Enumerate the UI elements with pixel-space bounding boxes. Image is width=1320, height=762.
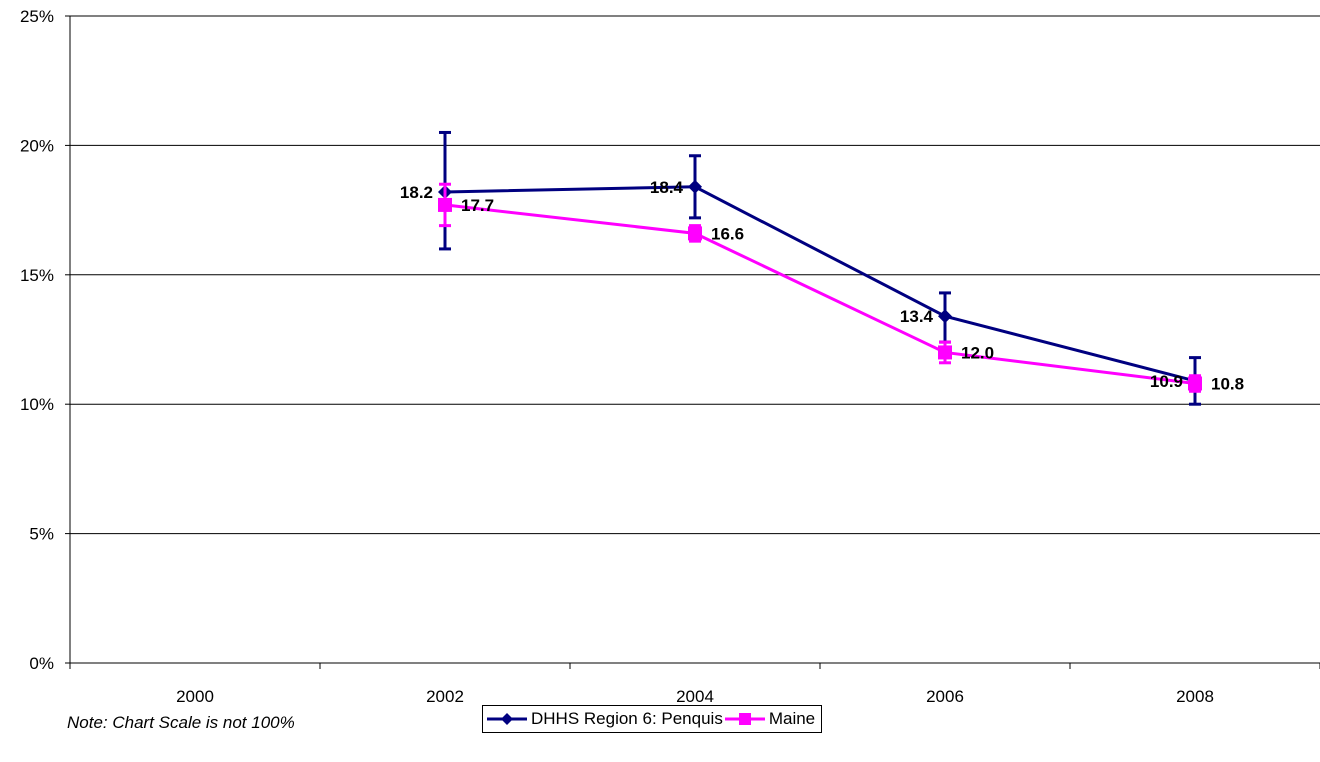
data-point	[688, 226, 702, 241]
y-tick-label: 5%	[29, 525, 54, 544]
y-tick-label: 0%	[29, 654, 54, 673]
data-point	[688, 179, 702, 194]
data-label: 17.7	[461, 196, 494, 215]
legend-label-penquis: DHHS Region 6: Penquis	[531, 709, 723, 728]
legend-swatch-maine	[724, 713, 765, 725]
x-tick-label: 2006	[926, 687, 964, 706]
x-axis-tick-labels: 2000 2002 2004 2006 2008	[176, 687, 1214, 706]
data-label: 18.4	[650, 178, 684, 197]
legend-label-maine: Maine	[768, 709, 816, 728]
data-label: 12.0	[961, 343, 994, 362]
legend-item-maine: Maine	[723, 709, 815, 729]
legend-item-penquis: DHHS Region 6: Penquis	[485, 709, 723, 729]
x-tick-label: 2008	[1176, 687, 1214, 706]
data-label: 18.2	[400, 183, 433, 202]
legend: DHHS Region 6: Penquis Maine	[482, 705, 823, 733]
y-tick-label: 25%	[20, 7, 54, 26]
data-point	[938, 309, 952, 324]
data-labels-layer: 18.2 18.4 13.4 10.9 17.7 16.6 12.0 10.8	[400, 178, 1244, 394]
x-tick-label: 2002	[426, 687, 464, 706]
y-tick-label: 15%	[20, 266, 54, 285]
series-penquis	[438, 130, 1202, 406]
y-axis-tick-labels: 0% 5% 10% 15% 20% 25%	[20, 7, 54, 673]
data-label: 13.4	[900, 307, 934, 326]
legend-swatch-penquis	[487, 713, 527, 725]
data-label: 10.8	[1211, 374, 1244, 393]
gridlines	[65, 15, 1320, 669]
chart-note: Note: Chart Scale is not 100%	[67, 713, 295, 732]
data-label: 16.6	[711, 224, 744, 243]
data-point	[938, 345, 952, 360]
y-tick-label: 10%	[20, 395, 54, 414]
data-point	[1188, 376, 1202, 391]
data-point	[438, 197, 452, 212]
series-layer	[438, 130, 1202, 406]
data-label: 10.9	[1150, 372, 1183, 391]
series-line	[444, 185, 1196, 383]
series-maine	[438, 182, 1202, 393]
x-tick-label: 2004	[676, 687, 714, 706]
y-tick-label: 20%	[20, 136, 54, 155]
series-line	[444, 203, 1196, 385]
x-tick-label: 2000	[176, 687, 214, 706]
